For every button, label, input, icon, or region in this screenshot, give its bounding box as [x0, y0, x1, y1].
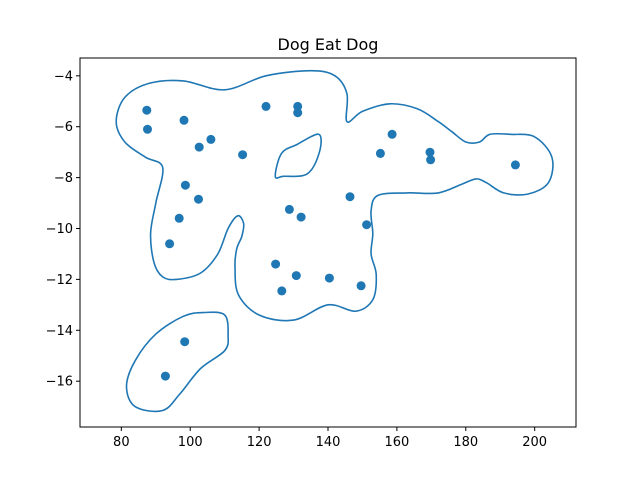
contour-layer — [115, 69, 554, 413]
y-tick-label: −4 — [54, 69, 73, 84]
data-point-19 — [284, 204, 294, 214]
data-point-7 — [261, 101, 271, 111]
data-point-25 — [291, 271, 301, 281]
data-point-11 — [375, 148, 385, 158]
x-tick-label: 140 — [316, 435, 341, 450]
density-contour-1 — [115, 69, 554, 322]
y-tick-label: −6 — [54, 120, 73, 135]
density-contour-3 — [125, 311, 230, 413]
x-tick-label: 160 — [384, 435, 409, 450]
data-point-9 — [293, 108, 303, 118]
x-tick-label: 180 — [453, 435, 478, 450]
x-tick-label: 120 — [247, 435, 272, 450]
y-tick-label: −14 — [46, 324, 73, 339]
data-point-15 — [180, 180, 190, 190]
data-point-23 — [271, 259, 281, 269]
data-point-5 — [206, 134, 216, 144]
x-axis: 80 100 120 140 160 180 200 — [113, 427, 547, 450]
data-point-12 — [425, 147, 435, 157]
data-point-22 — [362, 220, 372, 230]
data-point-3 — [179, 115, 189, 125]
y-tick-label: −16 — [46, 375, 73, 390]
plot-frame — [79, 57, 577, 428]
data-point-20 — [296, 212, 306, 222]
data-point-14 — [510, 160, 520, 170]
y-axis: −16 −14 −12 −10 −8 −6 −4 — [46, 69, 80, 390]
data-point-6 — [238, 150, 248, 160]
data-point-27 — [356, 281, 366, 291]
data-point-18 — [165, 239, 175, 249]
data-point-16 — [194, 194, 203, 204]
density-contour-2 — [274, 133, 322, 179]
data-point-1 — [142, 105, 152, 115]
x-tick-label: 100 — [178, 435, 203, 450]
y-tick-label: −12 — [46, 273, 73, 288]
y-tick-label: −10 — [46, 222, 73, 237]
data-point-28 — [180, 337, 190, 347]
data-point-2 — [143, 124, 152, 134]
data-point-17 — [174, 213, 184, 223]
data-point-8 — [293, 101, 303, 111]
data-point-26 — [324, 273, 334, 283]
y-tick-label: −8 — [54, 171, 73, 186]
x-tick-label: 200 — [522, 435, 547, 450]
chart-title: Dog Eat Dog — [278, 35, 379, 54]
data-point-29 — [160, 371, 170, 381]
data-point-13 — [426, 155, 436, 165]
x-tick-label: 80 — [113, 435, 130, 450]
data-point-10 — [387, 129, 397, 139]
data-point-21 — [345, 192, 355, 202]
data-point-4 — [194, 142, 204, 152]
point-layer — [142, 101, 520, 381]
data-point-24 — [277, 286, 287, 296]
